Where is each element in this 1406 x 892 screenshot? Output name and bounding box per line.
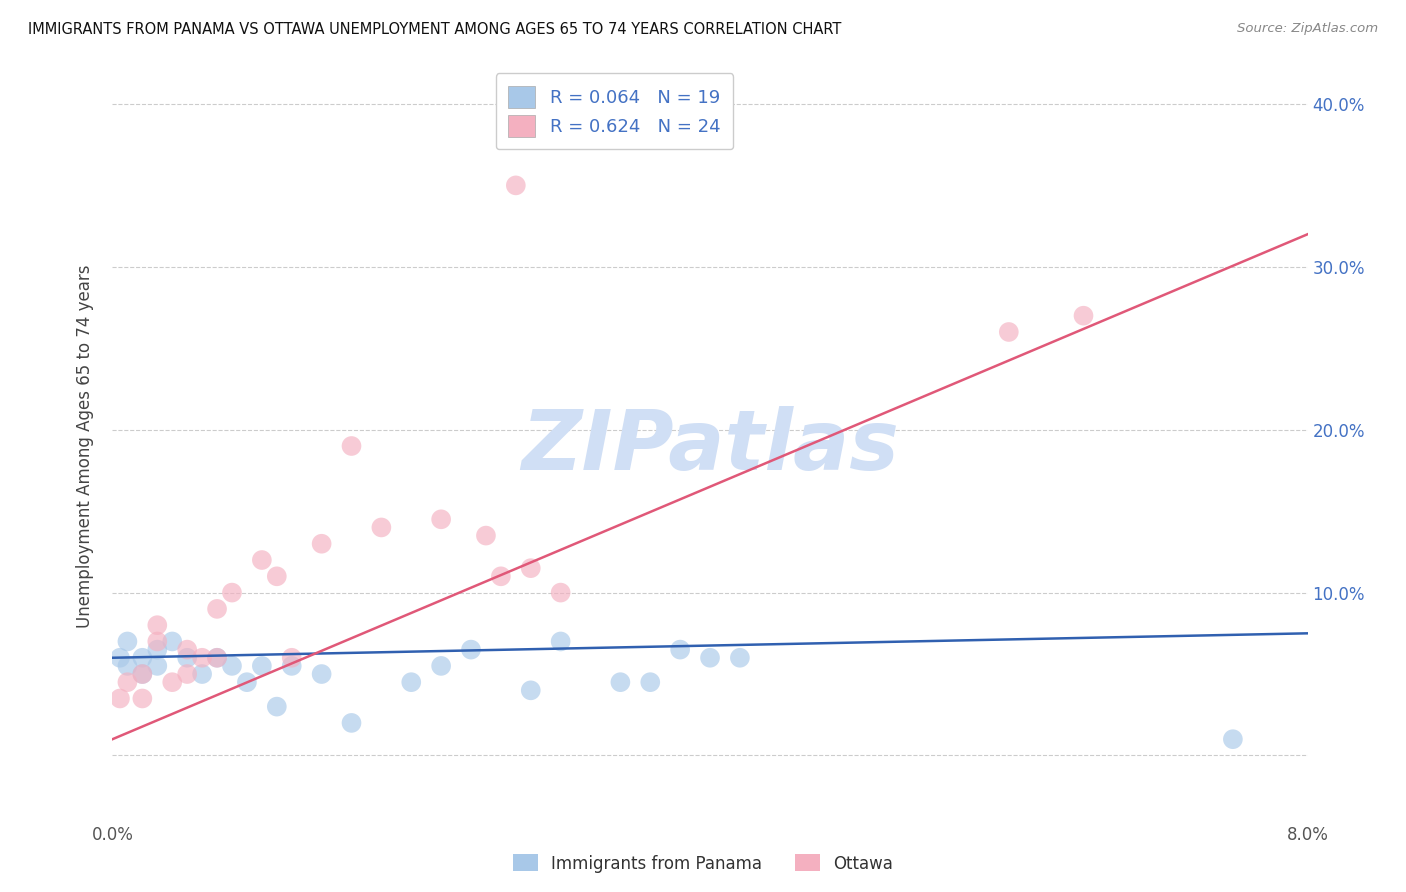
- Point: [311, 537, 333, 551]
- Point: [430, 512, 453, 526]
- Point: [146, 634, 169, 648]
- Point: [250, 659, 273, 673]
- Point: [176, 667, 198, 681]
- Point: [191, 650, 214, 665]
- Point: [266, 569, 288, 583]
- Point: [669, 642, 692, 657]
- Text: IMMIGRANTS FROM PANAMA VS OTTAWA UNEMPLOYMENT AMONG AGES 65 TO 74 YEARS CORRELAT: IMMIGRANTS FROM PANAMA VS OTTAWA UNEMPLO…: [28, 22, 842, 37]
- Point: [250, 553, 273, 567]
- Point: [117, 675, 139, 690]
- Point: [460, 642, 482, 657]
- Point: [266, 699, 288, 714]
- Point: [520, 561, 543, 575]
- Point: [340, 439, 363, 453]
- Point: [117, 634, 139, 648]
- Point: [162, 634, 183, 648]
- Point: [728, 650, 751, 665]
- Point: [117, 659, 139, 673]
- Point: [281, 650, 304, 665]
- Point: [191, 667, 214, 681]
- Legend: R = 0.064   N = 19, R = 0.624   N = 24: R = 0.064 N = 19, R = 0.624 N = 24: [496, 73, 733, 150]
- Point: [370, 520, 392, 534]
- Text: ZIPatlas: ZIPatlas: [522, 406, 898, 486]
- Point: [489, 569, 512, 583]
- Point: [1222, 732, 1244, 747]
- Point: [176, 642, 198, 657]
- Point: [550, 634, 572, 648]
- Point: [205, 650, 228, 665]
- Point: [131, 691, 153, 706]
- Point: [998, 325, 1021, 339]
- Point: [108, 650, 131, 665]
- Point: [221, 585, 243, 599]
- Point: [131, 650, 153, 665]
- Point: [162, 675, 183, 690]
- Point: [131, 667, 153, 681]
- Point: [108, 691, 131, 706]
- Point: [146, 618, 169, 632]
- Point: [430, 659, 453, 673]
- Point: [236, 675, 259, 690]
- Point: [281, 659, 304, 673]
- Point: [221, 659, 243, 673]
- Point: [475, 528, 498, 542]
- Point: [520, 683, 543, 698]
- Point: [146, 659, 169, 673]
- Text: Source: ZipAtlas.com: Source: ZipAtlas.com: [1237, 22, 1378, 36]
- Point: [176, 650, 198, 665]
- Legend: Immigrants from Panama, Ottawa: Immigrants from Panama, Ottawa: [506, 847, 900, 880]
- Point: [146, 642, 169, 657]
- Point: [205, 602, 228, 616]
- Point: [609, 675, 631, 690]
- Point: [311, 667, 333, 681]
- Point: [205, 650, 228, 665]
- Point: [640, 675, 662, 690]
- Point: [131, 667, 153, 681]
- Point: [1073, 309, 1095, 323]
- Point: [505, 178, 527, 193]
- Point: [699, 650, 721, 665]
- Point: [401, 675, 423, 690]
- Y-axis label: Unemployment Among Ages 65 to 74 years: Unemployment Among Ages 65 to 74 years: [76, 264, 94, 628]
- Point: [550, 585, 572, 599]
- Point: [340, 715, 363, 730]
